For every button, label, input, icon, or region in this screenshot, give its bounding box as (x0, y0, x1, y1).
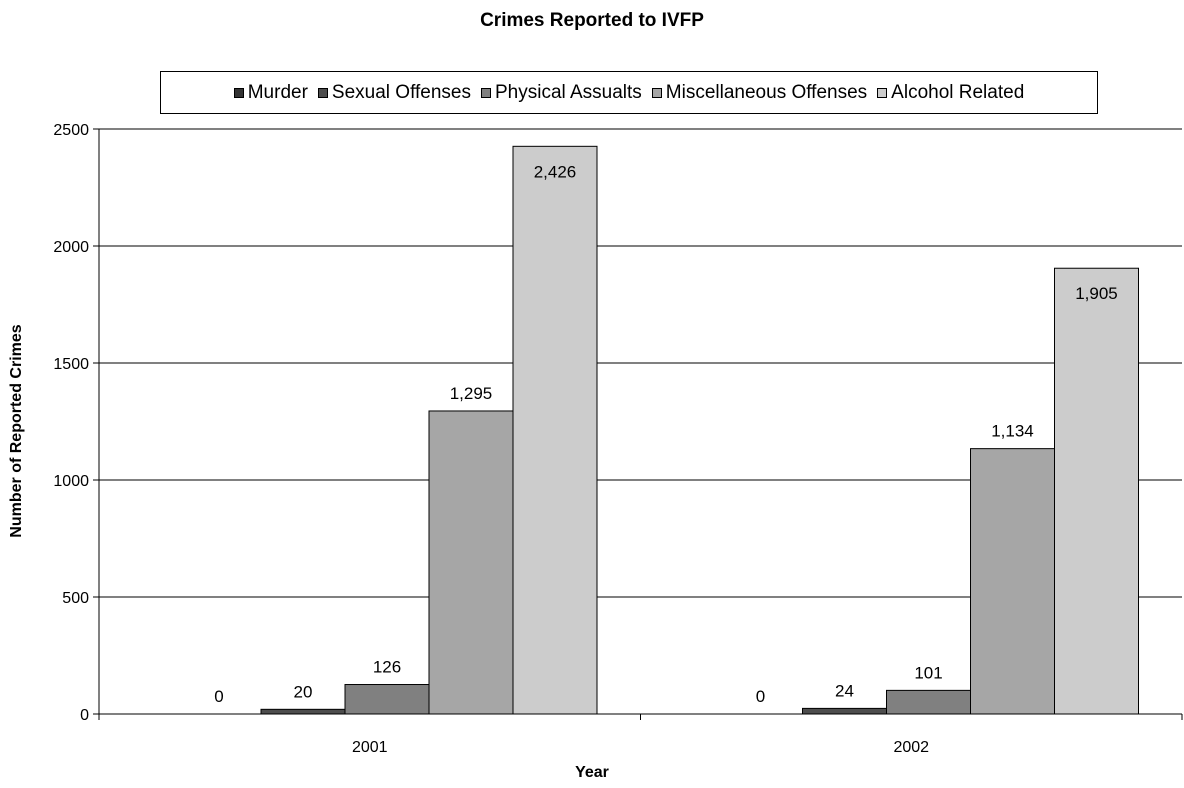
legend-swatch (233, 87, 244, 98)
bar-miscellaneous-offenses (428, 410, 514, 715)
y-tick-label: 2500 (53, 122, 89, 139)
y-tick-label: 0 (80, 707, 89, 724)
y-tick-label: 1000 (53, 473, 89, 490)
legend-item: Sexual Offenses (317, 81, 471, 104)
data-label: 24 (835, 681, 854, 700)
data-label: 101 (914, 663, 942, 682)
legend-label: Murder (247, 81, 308, 103)
x-tick-label: 2002 (893, 739, 929, 756)
legend-label: Physical Assualts (495, 81, 642, 103)
x-axis-label: Year (575, 764, 609, 781)
legend-label: Miscellaneous Offenses (665, 81, 868, 103)
legend-item: Miscellaneous Offenses (651, 81, 868, 104)
y-axis-label: Number of Reported Crimes (8, 324, 25, 538)
legend-swatch (481, 87, 491, 98)
y-tick-label: 1500 (53, 356, 89, 373)
y-tick-label: 500 (62, 590, 89, 607)
data-label: 20 (294, 682, 313, 701)
chart-legend: Murder Sexual Offenses Physical Assualts Mi… (160, 71, 1098, 114)
x-tick-label: 2001 (352, 739, 388, 756)
data-label: 126 (373, 658, 401, 677)
data-label: 1,905 (1075, 284, 1118, 303)
legend-swatch (877, 87, 888, 98)
legend-item: Physical Assualts (481, 82, 642, 104)
bar-alcohol-related (1054, 267, 1139, 715)
y-tick-label: 2000 (53, 239, 89, 256)
legend-label: Sexual Offenses (331, 81, 471, 103)
bar-physical-assualts (886, 689, 971, 715)
bar-physical-assualts (344, 684, 430, 715)
data-label: 1,134 (991, 422, 1034, 441)
bar-miscellaneous-offenses (970, 448, 1055, 715)
bar-sexual-offenses (802, 707, 887, 715)
bar-alcohol-related (512, 145, 598, 715)
data-label: 0 (214, 687, 223, 706)
legend-swatch (317, 87, 328, 98)
legend-item: Alcohol Related (877, 82, 1024, 104)
legend-swatch (651, 87, 662, 98)
chart-title: Crimes Reported to IVFP (480, 10, 704, 31)
bar-sexual-offenses (260, 708, 346, 715)
data-label: 1,295 (450, 384, 493, 403)
data-label: 2,426 (534, 162, 577, 181)
legend-label: Alcohol Related (891, 81, 1025, 103)
legend-item: Murder (233, 81, 308, 104)
data-label: 0 (756, 687, 765, 706)
